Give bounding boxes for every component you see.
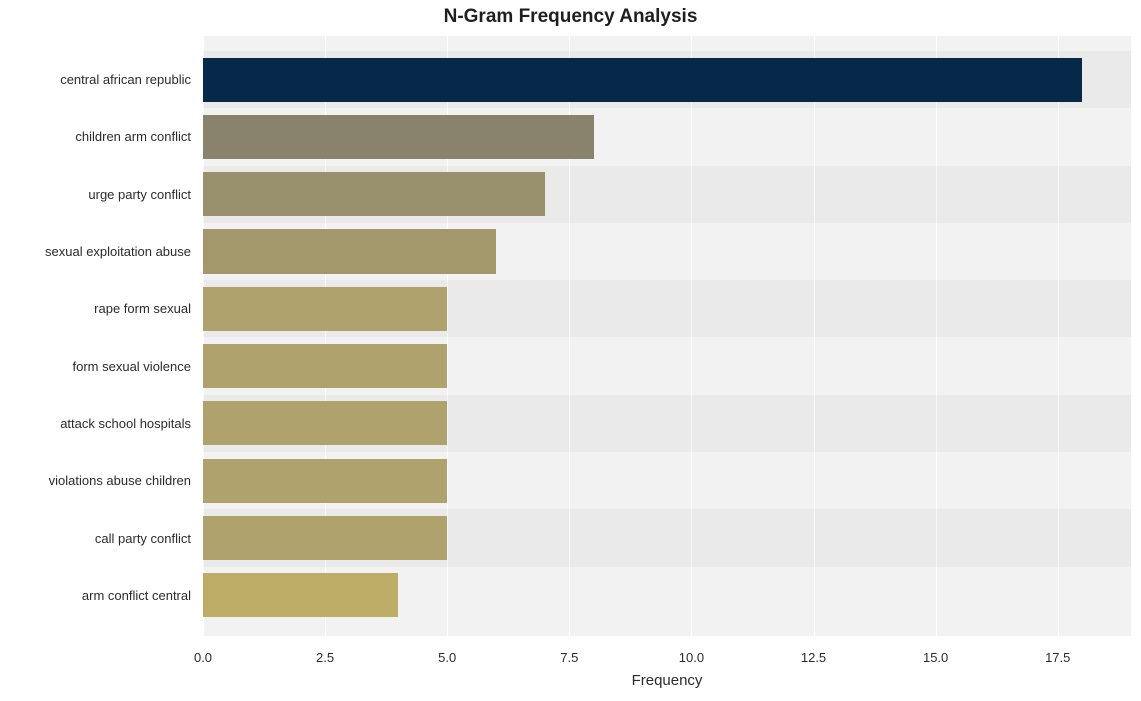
chart-title: N-Gram Frequency Analysis [0,6,1141,28]
x-tick-label: 5.0 [438,650,456,665]
x-axis-ticks: 0.02.55.07.510.012.515.017.5 [203,636,1131,666]
bar [203,516,447,560]
plot-area [203,36,1131,636]
y-axis-labels: central african republicchildren arm con… [0,36,197,636]
y-tick-label: call party conflict [0,509,197,566]
bar [203,115,594,159]
x-tick-label: 7.5 [560,650,578,665]
bar [203,287,447,331]
bar [203,573,398,617]
y-tick-label: attack school hospitals [0,395,197,452]
bar [203,401,447,445]
x-tick-label: 2.5 [316,650,334,665]
y-tick-label: arm conflict central [0,567,197,624]
y-tick-label: form sexual violence [0,338,197,395]
y-tick-label: sexual exploitation abuse [0,223,197,280]
bar [203,58,1082,102]
y-tick-label: rape form sexual [0,280,197,337]
x-tick-label: 0.0 [194,650,212,665]
ngram-frequency-chart: N-Gram Frequency Analysis central africa… [0,0,1141,701]
x-axis-label: Frequency [203,672,1131,689]
y-tick-label: urge party conflict [0,166,197,223]
x-tick-label: 17.5 [1045,650,1070,665]
x-tick-label: 12.5 [801,650,826,665]
bar [203,172,545,216]
x-tick-label: 10.0 [679,650,704,665]
x-tick-label: 15.0 [923,650,948,665]
y-tick-label: central african republic [0,51,197,108]
bar [203,344,447,388]
bar [203,459,447,503]
bar [203,229,496,273]
y-tick-label: violations abuse children [0,452,197,509]
y-tick-label: children arm conflict [0,108,197,165]
